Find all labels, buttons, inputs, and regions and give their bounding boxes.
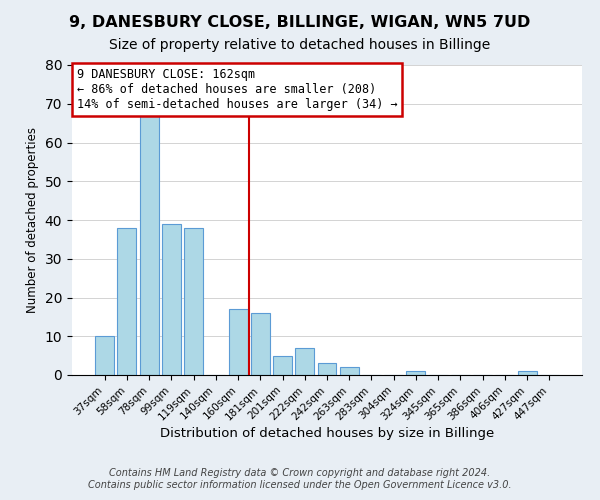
Bar xyxy=(317,364,337,375)
Text: 9 DANESBURY CLOSE: 162sqm
← 86% of detached houses are smaller (208)
14% of semi: 9 DANESBURY CLOSE: 162sqm ← 86% of detac… xyxy=(77,68,398,111)
Text: Contains HM Land Registry data © Crown copyright and database right 2024.
Contai: Contains HM Land Registry data © Crown c… xyxy=(88,468,512,490)
Bar xyxy=(340,367,359,375)
Bar xyxy=(140,116,158,375)
Bar xyxy=(295,348,314,375)
Bar xyxy=(518,371,536,375)
Y-axis label: Number of detached properties: Number of detached properties xyxy=(26,127,39,313)
Bar xyxy=(406,371,425,375)
Text: Size of property relative to detached houses in Billinge: Size of property relative to detached ho… xyxy=(109,38,491,52)
Bar xyxy=(273,356,292,375)
Bar xyxy=(251,313,270,375)
Bar xyxy=(184,228,203,375)
Bar xyxy=(229,309,248,375)
Bar xyxy=(118,228,136,375)
X-axis label: Distribution of detached houses by size in Billinge: Distribution of detached houses by size … xyxy=(160,427,494,440)
Bar xyxy=(162,224,181,375)
Text: 9, DANESBURY CLOSE, BILLINGE, WIGAN, WN5 7UD: 9, DANESBURY CLOSE, BILLINGE, WIGAN, WN5… xyxy=(70,15,530,30)
Bar xyxy=(95,336,114,375)
